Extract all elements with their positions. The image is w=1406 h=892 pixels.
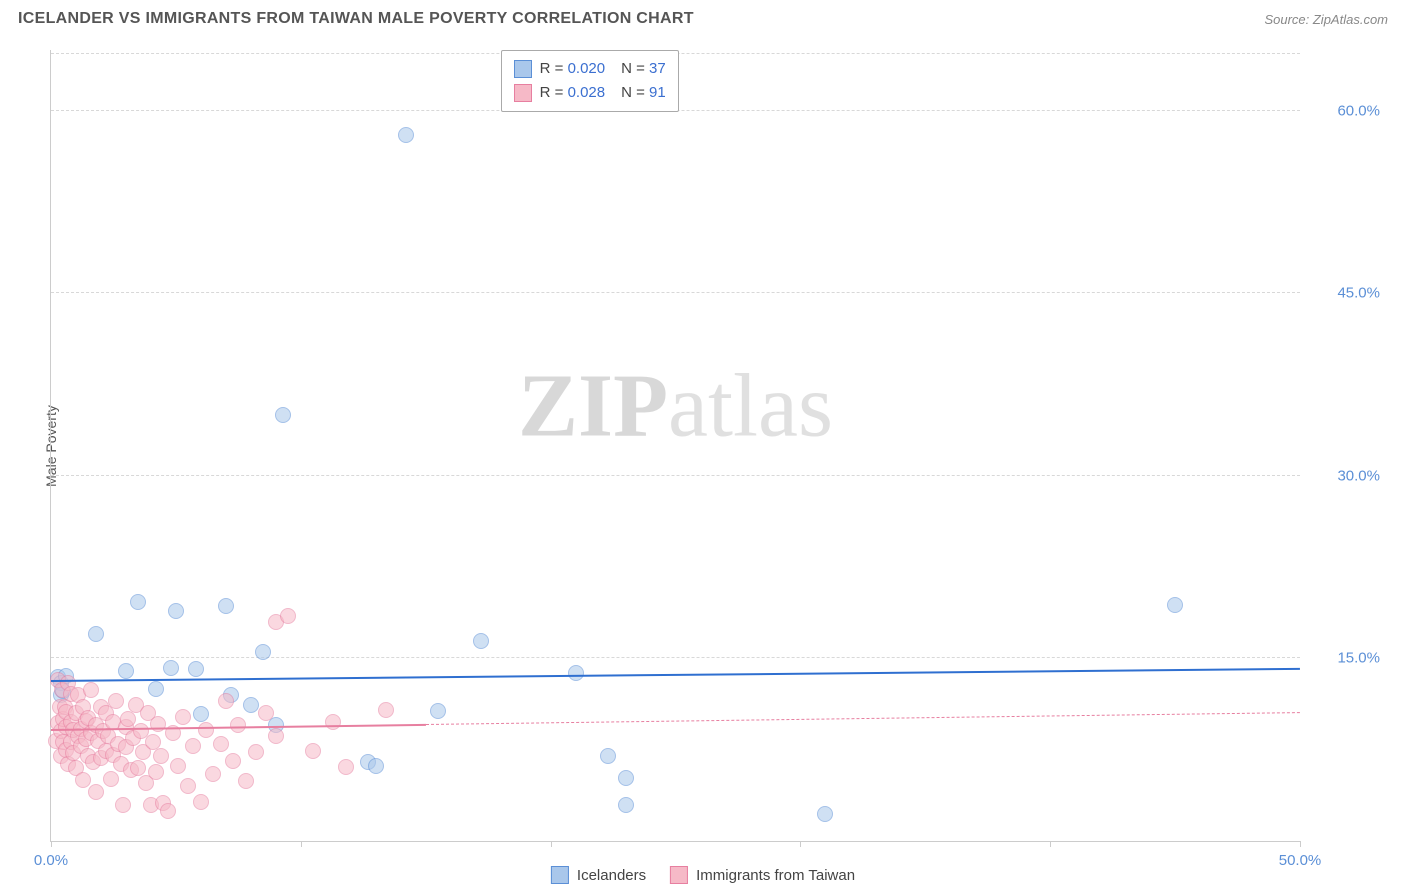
x-tick-label: 50.0% [1279, 852, 1322, 869]
data-point [225, 753, 241, 769]
x-tick-label: 0.0% [34, 852, 68, 869]
chart-source: Source: ZipAtlas.com [1264, 12, 1388, 27]
data-point [148, 764, 164, 780]
data-point [170, 758, 186, 774]
data-point [88, 626, 104, 642]
data-point [148, 681, 164, 697]
chart-header: ICELANDER VS IMMIGRANTS FROM TAIWAN MALE… [0, 0, 1406, 34]
data-point [305, 743, 321, 759]
data-point [213, 736, 229, 752]
data-point [258, 705, 274, 721]
data-point [378, 702, 394, 718]
x-tick [51, 841, 52, 847]
data-point [175, 709, 191, 725]
legend-swatch [514, 60, 532, 78]
stats-legend-row: R = 0.020N = 37 [514, 57, 666, 81]
data-point [618, 797, 634, 813]
data-point [338, 759, 354, 775]
y-tick-label: 30.0% [1310, 467, 1380, 484]
stats-legend-row: R = 0.028N = 91 [514, 81, 666, 105]
x-tick [1050, 841, 1051, 847]
bottom-legend: Icelanders Immigrants from Taiwan [551, 866, 855, 884]
grid-line [51, 292, 1300, 293]
chart-area: ZIPatlas 15.0%30.0%45.0%60.0%0.0%50.0%R … [50, 50, 1390, 842]
data-point [600, 748, 616, 764]
plot-area: ZIPatlas 15.0%30.0%45.0%60.0%0.0%50.0%R … [50, 50, 1300, 842]
watermark-rest: atlas [668, 356, 833, 455]
data-point [243, 697, 259, 713]
data-point [75, 772, 91, 788]
legend-item: Immigrants from Taiwan [670, 866, 855, 884]
data-point [198, 722, 214, 738]
trend-line-dashed [426, 712, 1300, 725]
data-point [473, 633, 489, 649]
data-point [108, 693, 124, 709]
grid-line [51, 475, 1300, 476]
data-point [268, 728, 284, 744]
data-point [115, 797, 131, 813]
data-point [218, 693, 234, 709]
legend-swatch [514, 84, 532, 102]
data-point [163, 660, 179, 676]
data-point [255, 644, 271, 660]
chart-title: ICELANDER VS IMMIGRANTS FROM TAIWAN MALE… [18, 10, 694, 28]
data-point [568, 665, 584, 681]
data-point [398, 127, 414, 143]
data-point [130, 594, 146, 610]
legend-label: Icelanders [577, 867, 646, 884]
stats-legend: R = 0.020N = 37R = 0.028N = 91 [501, 50, 679, 112]
data-point [160, 803, 176, 819]
data-point [238, 773, 254, 789]
grid-line [51, 657, 1300, 658]
data-point [185, 738, 201, 754]
data-point [325, 714, 341, 730]
data-point [88, 784, 104, 800]
y-tick-label: 45.0% [1310, 285, 1380, 302]
data-point [120, 711, 136, 727]
data-point [193, 706, 209, 722]
data-point [430, 703, 446, 719]
legend-label: Immigrants from Taiwan [696, 867, 855, 884]
data-point [193, 794, 209, 810]
data-point [248, 744, 264, 760]
data-point [153, 748, 169, 764]
legend-item: Icelanders [551, 866, 646, 884]
data-point [188, 661, 204, 677]
x-tick [800, 841, 801, 847]
y-tick-label: 15.0% [1310, 650, 1380, 667]
data-point [1167, 597, 1183, 613]
legend-swatch [670, 866, 688, 884]
data-point [168, 603, 184, 619]
data-point [130, 760, 146, 776]
watermark: ZIPatlas [518, 354, 833, 457]
data-point [817, 806, 833, 822]
trend-line [51, 668, 1300, 682]
data-point [118, 663, 134, 679]
x-tick [551, 841, 552, 847]
watermark-bold: ZIP [518, 356, 668, 455]
data-point [150, 716, 166, 732]
data-point [368, 758, 384, 774]
data-point [180, 778, 196, 794]
x-tick [301, 841, 302, 847]
data-point [618, 770, 634, 786]
x-tick [1300, 841, 1301, 847]
data-point [103, 771, 119, 787]
data-point [218, 598, 234, 614]
data-point [275, 407, 291, 423]
data-point [83, 682, 99, 698]
data-point [280, 608, 296, 624]
data-point [205, 766, 221, 782]
legend-swatch [551, 866, 569, 884]
y-tick-label: 60.0% [1310, 102, 1380, 119]
